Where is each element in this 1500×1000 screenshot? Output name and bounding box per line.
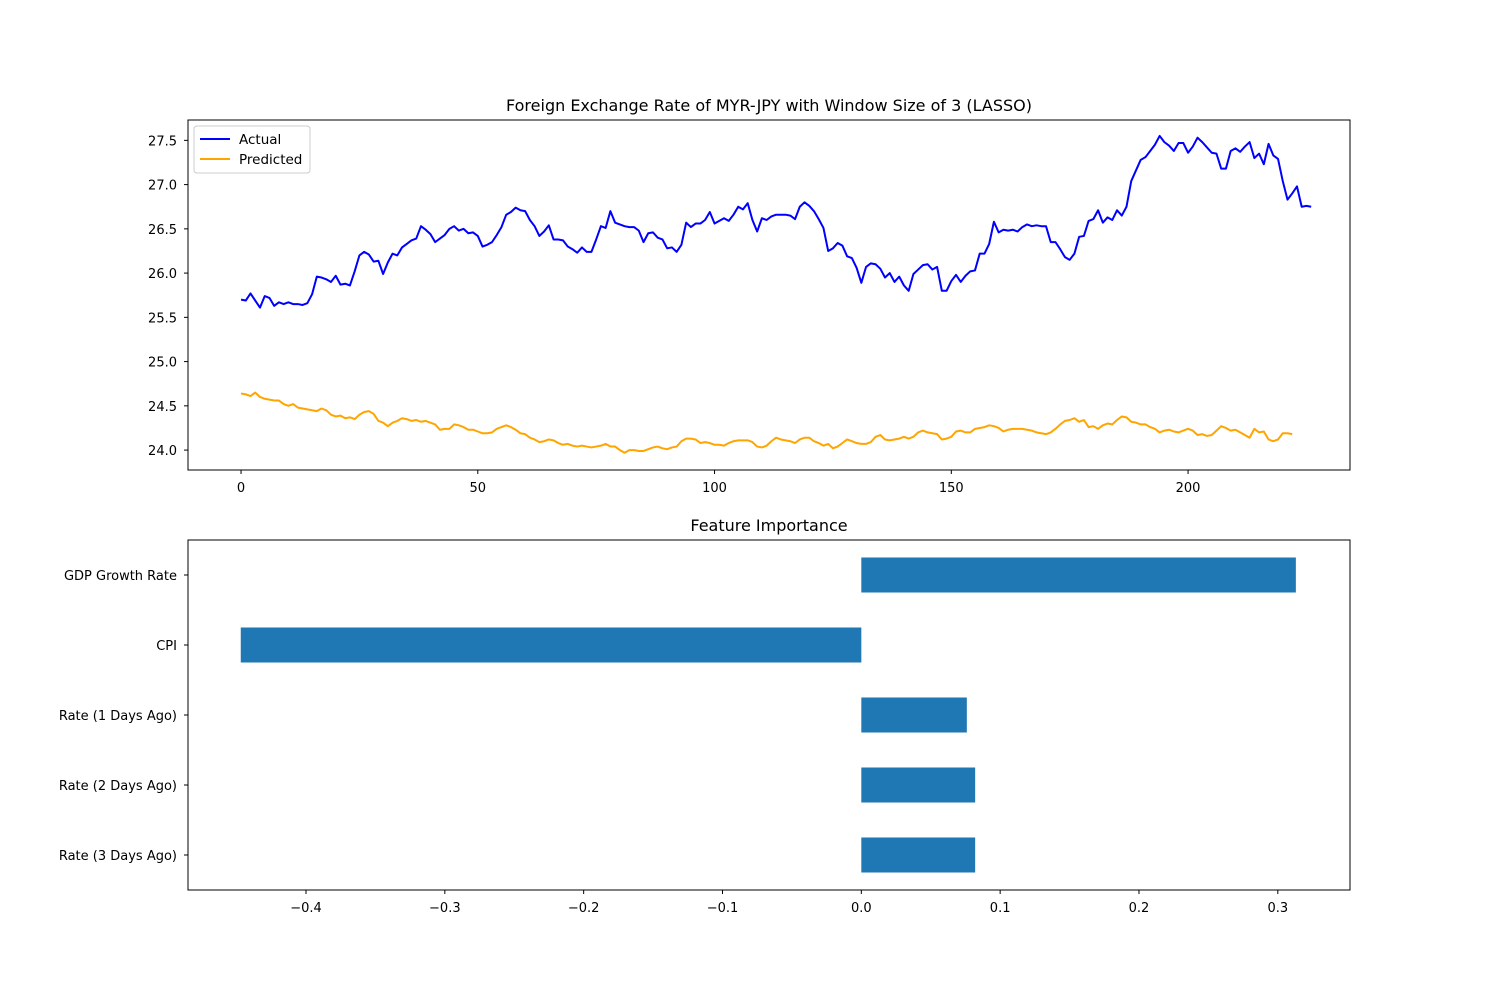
bar-chart-x-axis: −0.4 −0.3 −0.2 −0.1 0.0 0.1 0.2 0.3 [290,890,1288,916]
y-tick-label: 25.5 [148,311,177,326]
line-chart-x-axis: 0 50 100 150 200 [237,470,1201,496]
bar-chart-y-axis: GDP Growth Rate CPI Rate (1 Days Ago) Rate … [59,569,188,864]
category-label: Rate (2 Days Ago) [59,779,177,794]
category-label: Rate (3 Days Ago) [59,849,177,864]
bar-rate-1-days-ago [861,697,967,733]
x-tick-label: 0.1 [990,901,1011,916]
legend-box [193,125,311,174]
x-tick-label: −0.3 [429,901,461,916]
x-tick-label: 200 [1176,481,1201,496]
category-label: Rate (1 Days Ago) [59,709,177,724]
bar-cpi [240,627,862,663]
y-tick-label: 26.5 [148,223,177,238]
line-chart-title: Foreign Exchange Rate of MYR-JPY with Wi… [506,96,1032,115]
line-chart-plot-frame [187,119,1351,471]
x-tick-label: 0.2 [1129,901,1150,916]
x-tick-label: 0 [237,481,245,496]
series-line-predicted [240,391,1293,454]
x-tick-label: 0.3 [1267,901,1288,916]
y-tick-label: 24.5 [148,400,177,415]
bar-rate-2-days-ago [861,767,976,803]
category-label: CPI [156,639,177,654]
x-tick-label: 150 [939,481,964,496]
x-tick-label: 50 [470,481,487,496]
category-label: GDP Growth Rate [64,569,177,584]
y-tick-label: 26.0 [148,267,177,282]
y-tick-label: 25.0 [148,356,177,371]
y-tick-label: 27.5 [148,134,177,149]
x-tick-label: 0.0 [851,901,872,916]
x-tick-label: 100 [702,481,727,496]
series-line-actual [240,134,1312,309]
x-tick-label: −0.2 [568,901,600,916]
line-chart-panel: Foreign Exchange Rate of MYR-JPY with Wi… [148,96,1351,496]
bar-chart-panel: Feature Importance GDP Growth Rate CPI Rat… [59,516,1351,916]
bar-gdp-growth-rate [861,557,1296,593]
x-tick-label: −0.4 [290,901,322,916]
legend-actual-label: Actual [239,132,281,148]
legend-predicted-label: Predicted [239,152,302,168]
y-tick-label: 27.0 [148,179,177,194]
bar-chart-plot-frame [187,539,1351,891]
legend: Actual Predicted [193,125,311,174]
line-chart-series-group [240,134,1312,454]
y-tick-label: 24.0 [148,444,177,459]
bar-rate-3-days-ago [861,837,976,873]
line-chart-y-axis: 24.0 24.5 25.0 25.5 26.0 26.5 27.0 27.5 [148,134,188,459]
bar-chart-bars [240,557,1296,873]
x-tick-label: −0.1 [707,901,739,916]
bar-chart-title: Feature Importance [690,516,847,535]
